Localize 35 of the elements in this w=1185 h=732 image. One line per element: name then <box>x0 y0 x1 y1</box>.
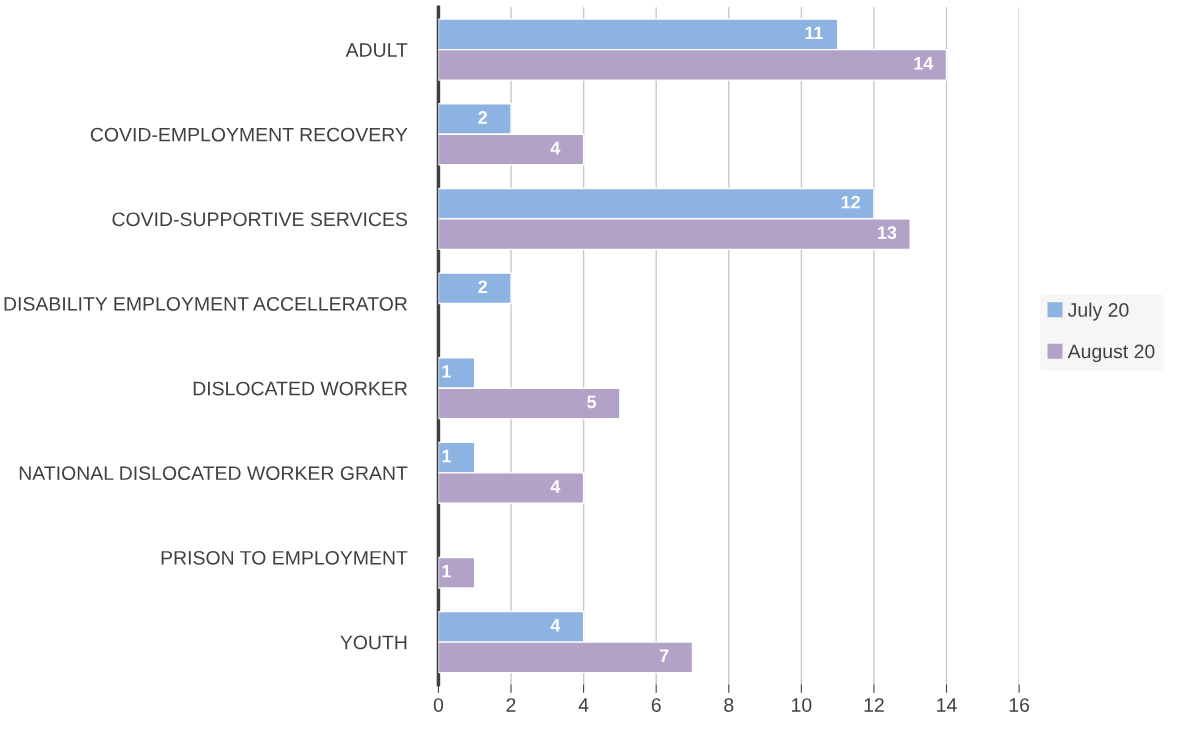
data-label: 5 <box>587 395 597 409</box>
data-label: 2 <box>478 280 488 293</box>
legend-label: August 20 <box>1067 344 1155 363</box>
y-tick-label: YOUTH <box>340 635 407 650</box>
y-tick-label: NATIONAL DISLOCATED WORKER GRANT <box>19 466 408 481</box>
x-tick-label: 10 <box>792 698 812 712</box>
data-label: 13 <box>878 226 897 240</box>
bar <box>438 272 512 305</box>
data-label: 4 <box>550 619 561 632</box>
data-label: 7 <box>659 649 669 663</box>
data-label: 1 <box>442 564 451 578</box>
x-tick-label: 12 <box>864 698 884 712</box>
x-tick-label: 6 <box>651 698 661 712</box>
x-tick-label: 16 <box>1009 698 1030 712</box>
data-label: 4 <box>550 141 561 155</box>
y-tick-label: COVID-EMPLOYMENT RECOVERY <box>90 127 408 142</box>
data-label: 14 <box>914 57 934 70</box>
x-tick-label: 2 <box>506 698 516 712</box>
x-tick-label: 14 <box>937 698 957 712</box>
data-label: 12 <box>841 195 860 209</box>
data-label: 11 <box>805 26 823 40</box>
x-tick-label: 4 <box>578 698 589 712</box>
y-tick-label: ADULT <box>345 43 408 57</box>
x-tick-label: 0 <box>433 698 444 712</box>
data-label: 1 <box>442 449 451 463</box>
y-tick-label: DISLOCATED WORKER <box>193 381 407 396</box>
y-tick-label: DISABILITY EMPLOYMENT ACCELLERATOR <box>4 297 407 311</box>
data-label: 2 <box>478 111 488 124</box>
legend-label: July 20 <box>1067 302 1129 321</box>
y-tick-label: PRISON TO EMPLOYMENT <box>161 550 408 565</box>
data-label: 1 <box>442 365 451 378</box>
x-tick-label: 8 <box>724 698 734 712</box>
y-tick-label: COVID-SUPPORTIVE SERVICES <box>112 212 407 227</box>
data-label: 4 <box>550 480 561 493</box>
bar <box>438 556 476 589</box>
